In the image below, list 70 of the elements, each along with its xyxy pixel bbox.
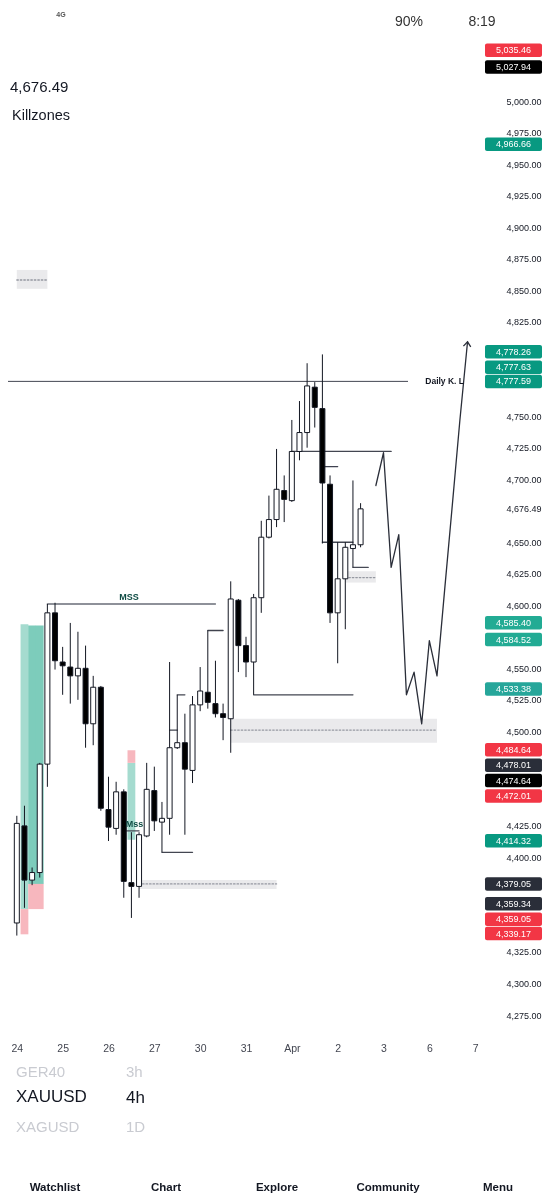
text: 4,484.64	[495, 744, 532, 755]
text: 4,676.49	[10, 78, 69, 95]
y-tick-label: 4,850.00	[506, 285, 542, 296]
text: 4,414.32	[495, 835, 532, 846]
x-tick-label: 2	[335, 1041, 342, 1054]
candlestick	[204, 629, 211, 710]
text: 4,339.17	[495, 928, 532, 939]
text: Community	[356, 1181, 421, 1193]
text: 4,585.40	[495, 617, 532, 628]
y-tick-label: 4,825.00	[506, 317, 542, 328]
x-tick-label: Apr	[284, 1041, 302, 1054]
text: 4,478.01	[495, 760, 532, 771]
bar	[127, 750, 136, 763]
text: Watchlist	[29, 1181, 81, 1193]
text: Explore	[255, 1181, 299, 1193]
y-tick-label: 4,950.00	[506, 159, 542, 170]
text: 4,778.26	[495, 346, 532, 357]
y-tick-label: 4,750.00	[506, 411, 542, 422]
x-tick-label: 30	[194, 1041, 207, 1054]
x-tick-label: 3	[381, 1041, 388, 1054]
y-tick-label: 4,400.00	[506, 852, 542, 863]
y-tick-label: 4,275.00	[506, 1010, 542, 1021]
y-tick-label: 4,625.00	[506, 569, 542, 580]
text: 4,966.66	[495, 139, 532, 150]
y-tick-label: 4,425.00	[506, 821, 542, 832]
y-tick-label: 4,676.49	[506, 504, 542, 515]
y-tick-label: 4,925.00	[506, 191, 542, 202]
text: 4,584.52	[495, 634, 532, 645]
x-tick-label: 31	[240, 1041, 253, 1054]
text: 4,533.38	[495, 684, 532, 694]
text: 90%	[394, 13, 424, 29]
y-tick-label: 4,325.00	[506, 947, 542, 958]
y-tick-label: 4,550.00	[506, 663, 542, 674]
text: 5,035.46	[495, 45, 532, 56]
text: 5,027.94	[495, 61, 532, 72]
y-tick-label: 4,875.00	[506, 254, 542, 265]
y-tick-label: 4,650.00	[506, 537, 542, 548]
candlestick	[67, 622, 74, 705]
candlestick	[59, 646, 66, 696]
y-tick-label: 5,000.00	[506, 96, 542, 107]
x-tick-label: 26	[103, 1041, 115, 1054]
y-tick-label: 4,700.00	[506, 474, 542, 485]
text: Menu	[482, 1181, 514, 1193]
x-tick-label: 25	[57, 1041, 70, 1054]
y-tick-label: 4,500.00	[506, 726, 542, 737]
x-tick-label: 24	[11, 1041, 24, 1054]
text: 4,359.34	[495, 898, 532, 909]
text: 4,474.64	[495, 775, 532, 786]
y-tick-label: 4,900.00	[506, 222, 542, 233]
x-tick-label: 7	[472, 1041, 479, 1054]
y-tick-label: 4,725.00	[506, 443, 542, 454]
y-tick-label: 4,975.00	[506, 128, 542, 139]
text: 8:19	[468, 13, 496, 29]
text: 4,777.59	[495, 376, 532, 387]
text: 4h	[126, 1088, 145, 1107]
text: XAUUSD	[16, 1087, 87, 1106]
x-tick-label: 27	[148, 1041, 161, 1054]
text: 4,777.63	[495, 362, 532, 373]
annotation: MSS	[119, 592, 139, 603]
annotation: Killzones	[12, 107, 71, 123]
candlestick	[311, 381, 318, 429]
ref-line-label: Daily K. L	[425, 376, 464, 387]
y-tick-label: 4,300.00	[506, 978, 542, 989]
text: Chart	[150, 1181, 182, 1193]
x-tick-label: 6	[426, 1041, 433, 1054]
text: 4,472.01	[495, 791, 532, 802]
text: 4,379.05	[495, 879, 532, 889]
y-tick-label: 4,600.00	[506, 600, 542, 611]
y-tick-label: 4,525.00	[506, 695, 542, 706]
text: 4,359.05	[495, 914, 532, 925]
